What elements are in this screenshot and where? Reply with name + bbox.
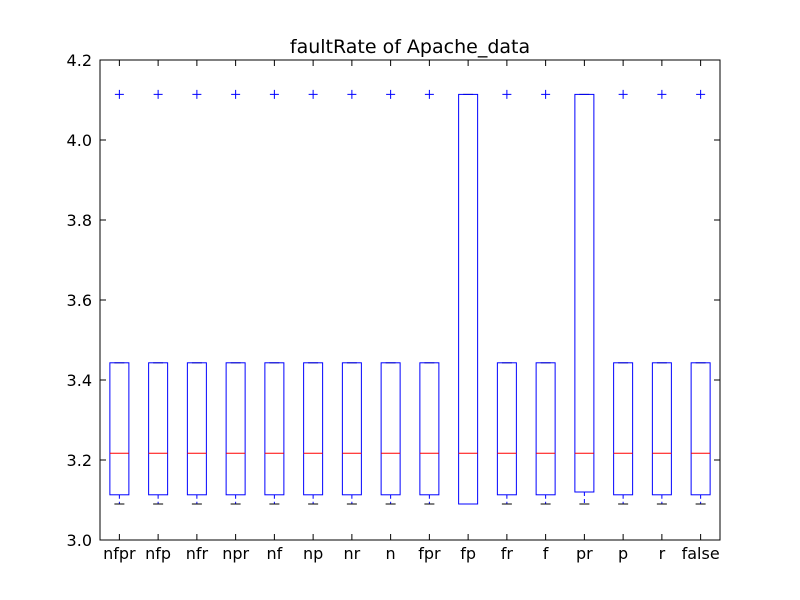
- x-tick-label: nfp: [145, 544, 171, 563]
- box-rect: [186, 362, 207, 496]
- box-r: [651, 89, 672, 505]
- box-rect: [419, 362, 440, 496]
- box-false: [690, 89, 711, 505]
- x-tick-label: f: [543, 544, 549, 563]
- box-rect: [225, 362, 246, 496]
- outlier-point: [696, 89, 706, 99]
- y-axis: 3.0 3.2 3.4 3.6 3.8 4.0 4.2: [67, 51, 720, 550]
- outlier-point: [386, 89, 396, 99]
- y-tick-label: 3.8: [67, 211, 92, 230]
- boxes-group: [109, 89, 711, 505]
- x-tick-label: p: [618, 544, 628, 563]
- y-tick-label: 4.0: [67, 131, 92, 150]
- outlier-point: [269, 89, 279, 99]
- box-rect: [148, 362, 169, 496]
- x-tick-label: fpr: [418, 544, 441, 563]
- x-tick-label: npr: [222, 544, 249, 563]
- outlier-point: [231, 89, 241, 99]
- box-nfpr: [109, 89, 130, 505]
- box-rect: [380, 362, 401, 496]
- box-fr: [496, 89, 517, 505]
- box-rect: [574, 93, 595, 493]
- box-rect: [535, 362, 556, 496]
- x-tick-label: np: [303, 544, 323, 563]
- box-rect: [613, 362, 634, 496]
- x-tick-label: n: [386, 544, 396, 563]
- y-tick-label: 3.4: [67, 371, 92, 390]
- x-tick-label: fr: [501, 544, 514, 563]
- box-fpr: [419, 89, 440, 505]
- plot-frame: [99, 59, 721, 541]
- box-nfr: [186, 89, 207, 505]
- outlier-point: [657, 89, 667, 99]
- outlier-point: [424, 89, 434, 99]
- y-tick-label: 3.2: [67, 451, 92, 470]
- outlier-point: [541, 89, 551, 99]
- x-axis: nfpr nfp nfr npr nf np nr n fpr fp fr f pr p r false: [103, 60, 720, 563]
- box-n: [380, 89, 401, 505]
- box-rect: [651, 362, 672, 496]
- x-tick-label: false: [682, 544, 720, 563]
- y-tick-label: 4.2: [67, 51, 92, 70]
- box-npr: [225, 89, 246, 505]
- box-pr: [574, 93, 595, 505]
- box-rect: [341, 362, 362, 496]
- box-p: [613, 89, 634, 505]
- box-rect: [690, 362, 711, 496]
- x-tick-label: nfpr: [103, 544, 136, 563]
- box-rect: [109, 362, 130, 496]
- box-fp: [458, 93, 479, 505]
- outlier-point: [347, 89, 357, 99]
- x-tick-label: nf: [266, 544, 282, 563]
- y-tick-label: 3.0: [67, 531, 92, 550]
- chart-title: faultRate of Apache_data: [290, 36, 530, 58]
- outlier-point: [192, 89, 202, 99]
- x-tick-label: nr: [344, 544, 361, 563]
- box-nf: [264, 89, 285, 505]
- outlier-point: [618, 89, 628, 99]
- box-f: [535, 89, 556, 505]
- outlier-point: [114, 89, 124, 99]
- box-rect: [458, 93, 479, 505]
- y-tick-label: 3.6: [67, 291, 92, 310]
- box-nfp: [148, 89, 169, 505]
- x-tick-label: r: [659, 544, 666, 563]
- x-tick-label: fp: [460, 544, 476, 563]
- box-rect: [496, 362, 517, 496]
- x-tick-label: nfr: [186, 544, 209, 563]
- box-nr: [341, 89, 362, 505]
- box-rect: [303, 362, 324, 496]
- outlier-point: [308, 89, 318, 99]
- box-np: [303, 89, 324, 505]
- box-rect: [264, 362, 285, 496]
- outlier-point: [502, 89, 512, 99]
- x-tick-label: pr: [576, 544, 593, 563]
- outlier-point: [153, 89, 163, 99]
